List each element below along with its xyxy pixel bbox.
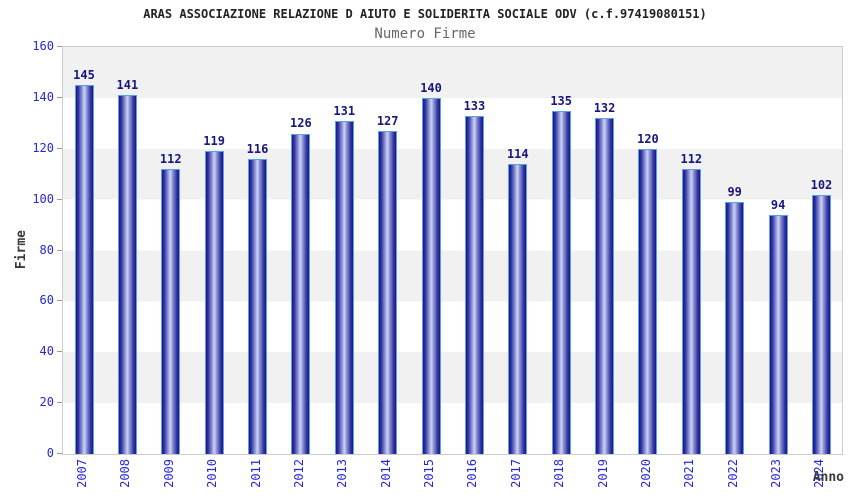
bar-2011 — [248, 158, 268, 454]
y-tick-mark — [57, 46, 62, 47]
x-tick-label: 2008 — [118, 459, 133, 488]
bar-value-label: 126 — [290, 116, 312, 131]
x-tick-label: 2012 — [291, 459, 306, 488]
x-tick-label: 2007 — [75, 459, 89, 488]
x-tick-label: 2018 — [552, 459, 567, 488]
bar-value-label: 141 — [116, 78, 139, 93]
x-tick-label: 2016 — [465, 459, 480, 488]
y-tick-mark — [57, 198, 62, 200]
x-tick-label: 2017 — [508, 459, 523, 488]
plot-area: 145 141 112 119 116 126 131 127 140 133 114 135 132 1… — [62, 46, 843, 455]
x-tick-label: 2011 — [248, 459, 263, 488]
y-tick-label: 60 — [39, 293, 54, 308]
bar-value-label: 135 — [550, 93, 573, 108]
bar-value-label: 140 — [420, 80, 442, 95]
y-tick-mark — [57, 351, 62, 353]
bar-2019 — [595, 118, 615, 454]
x-tick-label: 2023 — [769, 459, 784, 488]
bar-2017 — [508, 164, 528, 454]
y-tick-mark — [57, 249, 62, 251]
x-axis-title: Anno — [812, 470, 844, 485]
bar-2013 — [334, 120, 354, 454]
y-tick-label: 120 — [32, 140, 54, 155]
chart-subtitle: Numero Firme — [374, 26, 476, 42]
y-tick-mark — [57, 300, 62, 302]
bar-2016 — [464, 115, 484, 454]
bar-value-label: 114 — [506, 147, 529, 161]
y-tick-label: 140 — [32, 89, 54, 104]
chart-title: ARAS ASSOCIAZIONE RELAZIONE D AIUTO E SO… — [143, 7, 707, 21]
x-tick-label: 2020 — [638, 459, 653, 488]
y-tick-mark — [57, 147, 62, 149]
bar-value-label: 145 — [73, 68, 95, 83]
x-tick-label: 2021 — [682, 459, 697, 488]
bar-2020 — [638, 148, 658, 454]
bar-value-label: 116 — [246, 141, 269, 156]
bar-value-label: 102 — [810, 177, 833, 192]
y-tick-label: 40 — [39, 344, 54, 359]
bar-2007 — [74, 85, 94, 454]
bar-2008 — [117, 95, 137, 454]
bar-value-label: 132 — [593, 101, 616, 116]
y-tick-label: 0 — [46, 446, 54, 460]
bar-value-label: 127 — [376, 113, 399, 128]
x-tick-label: 2015 — [422, 459, 437, 488]
x-tick-label: 2013 — [335, 459, 350, 488]
bar-value-label: 112 — [159, 152, 182, 167]
bar-2012 — [291, 133, 311, 454]
y-tick-label: 100 — [32, 191, 54, 206]
bar-2023 — [768, 214, 788, 454]
bar-2010 — [204, 151, 224, 454]
bar-2024 — [811, 194, 831, 454]
y-tick-label: 160 — [32, 39, 54, 53]
y-tick-mark — [57, 96, 62, 98]
bar-2015 — [421, 97, 441, 454]
bar-2018 — [551, 110, 571, 454]
bar-2021 — [681, 169, 701, 454]
x-tick-label: 2009 — [161, 459, 176, 488]
x-tick-label: 2010 — [205, 459, 220, 488]
x-tick-label: 2022 — [725, 459, 740, 488]
bar-2014 — [378, 130, 398, 454]
bar-value-label: 94 — [770, 197, 786, 212]
x-tick-label: 2014 — [378, 459, 393, 488]
bar-2022 — [725, 202, 745, 454]
bar-value-label: 131 — [333, 103, 356, 118]
y-tick-label: 20 — [39, 395, 54, 410]
bar-value-label: 133 — [463, 98, 486, 113]
bar-value-label: 112 — [680, 152, 703, 167]
x-tick-label: 2019 — [595, 459, 610, 488]
bar-value-label: 120 — [637, 131, 659, 146]
bar-value-label: 99 — [727, 185, 742, 200]
y-tick-label: 80 — [39, 242, 54, 257]
bar-2009 — [161, 169, 181, 454]
bar-value-label: 119 — [203, 134, 225, 149]
y-tick-mark — [57, 453, 62, 454]
y-tick-mark — [57, 402, 62, 404]
